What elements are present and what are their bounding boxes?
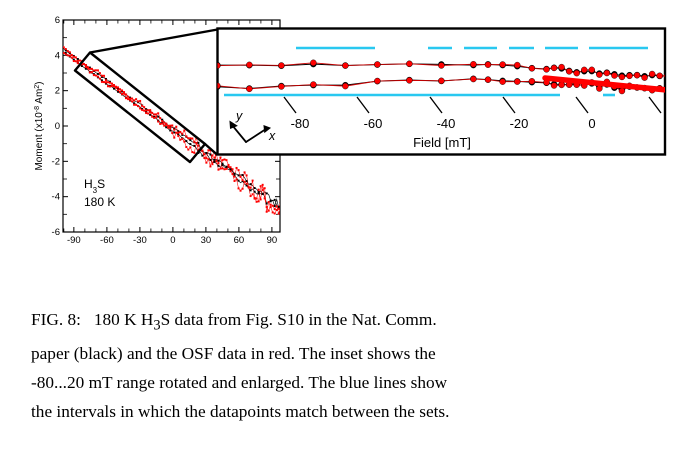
svg-text:60: 60 <box>234 235 245 246</box>
svg-text:Moment (x10-8 Am2): Moment (x10-8 Am2) <box>34 81 46 170</box>
svg-text:-40: -40 <box>437 116 456 131</box>
svg-text:-60: -60 <box>364 116 383 131</box>
svg-text:-90: -90 <box>67 235 81 246</box>
svg-text:-30: -30 <box>133 235 147 246</box>
svg-text:0: 0 <box>588 116 595 131</box>
svg-text:Field [mT]: Field [mT] <box>413 135 471 150</box>
svg-text:x: x <box>268 129 276 143</box>
svg-text:6: 6 <box>55 15 60 26</box>
svg-text:0: 0 <box>55 121 60 132</box>
svg-text:-20: -20 <box>510 116 529 131</box>
svg-text:4: 4 <box>55 50 60 61</box>
svg-text:-2: -2 <box>52 156 60 167</box>
svg-text:y: y <box>235 109 243 123</box>
svg-text:30: 30 <box>201 235 212 246</box>
svg-text:-4: -4 <box>52 192 60 203</box>
svg-text:2: 2 <box>55 86 60 97</box>
svg-text:-6: -6 <box>52 227 60 238</box>
svg-text:180 K: 180 K <box>84 195 115 209</box>
svg-text:-80: -80 <box>291 116 310 131</box>
svg-text:90: 90 <box>267 235 278 246</box>
svg-text:-60: -60 <box>100 235 114 246</box>
svg-text:0: 0 <box>170 235 175 246</box>
